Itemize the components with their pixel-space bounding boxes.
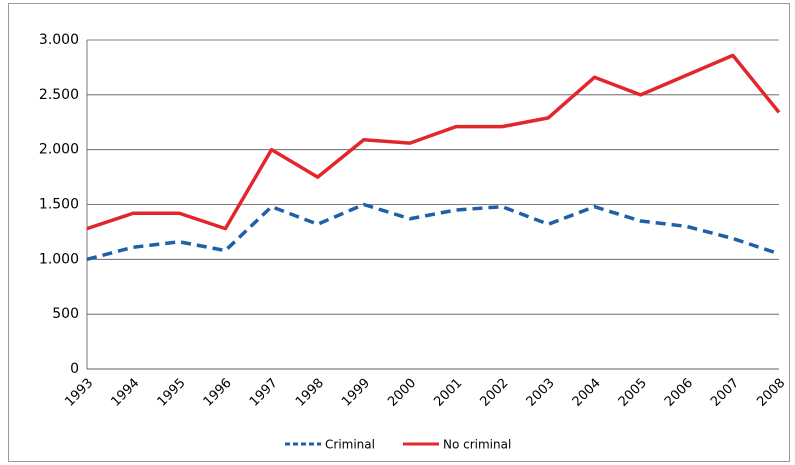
chart-frame — [8, 3, 790, 462]
series-line — [86, 53, 781, 231]
y-tick-label: 3.000 — [39, 32, 79, 48]
legend-label: No criminal — [443, 438, 511, 452]
y-tick-label: 500 — [52, 306, 79, 322]
legend-label: Criminal — [325, 438, 375, 452]
y-tick-label: 1.000 — [39, 251, 79, 267]
series-line — [86, 202, 780, 262]
y-tick-label: 2.500 — [39, 87, 79, 103]
y-tick-label: 2.000 — [39, 142, 79, 158]
y-tick-label: 1.500 — [39, 197, 79, 213]
y-tick-label: 0 — [70, 361, 79, 377]
